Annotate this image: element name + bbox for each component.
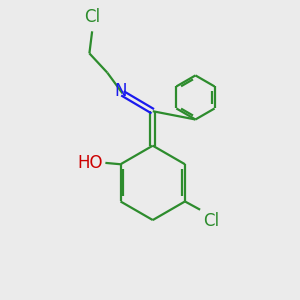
Text: Cl: Cl bbox=[84, 8, 100, 26]
Text: N: N bbox=[115, 82, 127, 100]
Text: HO: HO bbox=[77, 154, 103, 172]
Text: Cl: Cl bbox=[203, 212, 219, 230]
